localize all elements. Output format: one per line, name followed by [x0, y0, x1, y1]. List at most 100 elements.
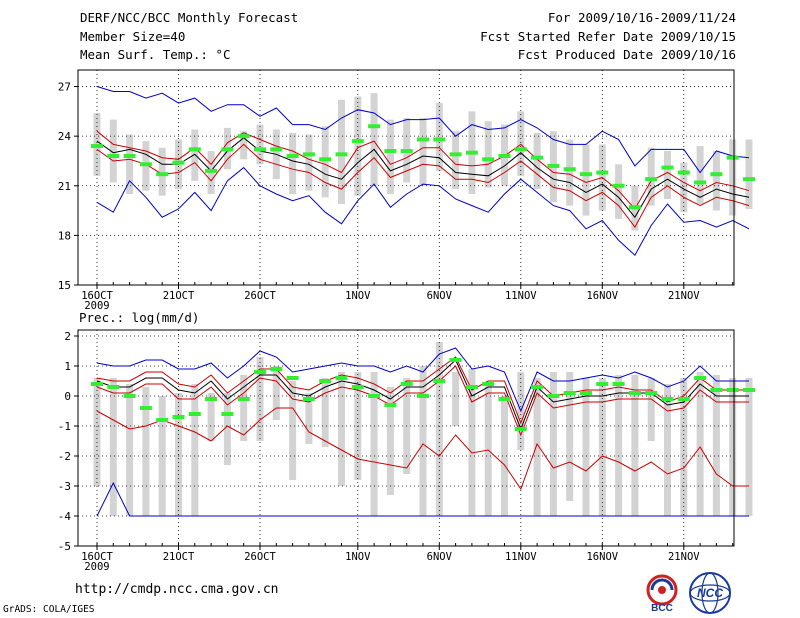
mean-marker: [270, 147, 283, 152]
range-bar: [142, 387, 150, 516]
x-tick-label: 16NOV: [586, 290, 618, 302]
series-lower-spread: [96, 365, 749, 437]
range-bar: [484, 121, 492, 188]
range-bar: [109, 378, 117, 516]
range-bar: [305, 393, 313, 444]
x-tick-label: 16OCT: [81, 551, 113, 563]
range-bar: [712, 151, 720, 211]
plot-frame: [77, 69, 735, 286]
range-bar: [419, 366, 427, 516]
mean-marker: [156, 172, 169, 177]
range-bar: [386, 119, 394, 195]
mean-marker: [91, 382, 103, 386]
mean-marker: [368, 124, 381, 129]
mean-marker: [514, 147, 527, 152]
mean-marker: [677, 397, 690, 401]
mean-marker: [172, 160, 185, 165]
x-tick-label: 26OCT: [244, 551, 276, 563]
range-bar: [338, 372, 345, 486]
x-tick-label: 11NOV: [505, 551, 537, 563]
mean-marker: [237, 397, 250, 401]
mean-marker: [237, 134, 250, 139]
mean-marker: [710, 172, 723, 177]
x-tick-label: 21NOV: [668, 551, 700, 563]
forecast-start-date: Fcst Started Refer Date 2009/10/15: [480, 29, 736, 44]
mean-marker: [514, 427, 527, 431]
mean-marker: [580, 391, 592, 395]
mean-marker: [205, 397, 218, 401]
mean-marker: [661, 397, 674, 401]
mean-marker: [123, 154, 136, 158]
mean-marker: [677, 170, 690, 175]
mean-marker: [628, 391, 641, 395]
range-bar: [305, 134, 313, 191]
mean-marker: [400, 382, 413, 386]
series-ensemble-min: [96, 166, 750, 256]
mean-marker: [335, 152, 348, 157]
mean-marker: [286, 154, 299, 158]
range-bar: [109, 119, 117, 183]
range-bar: [338, 99, 345, 204]
mean-marker: [254, 370, 266, 374]
mean-marker: [449, 358, 462, 362]
y-tick-label: 18: [58, 229, 71, 242]
range-bar: [452, 372, 460, 426]
range-bar: [240, 375, 248, 441]
mean-marker: [319, 379, 332, 383]
mean-marker: [465, 385, 478, 389]
mean-marker: [563, 391, 576, 395]
forecast-period: For 2009/10/16-2009/11/24: [547, 10, 736, 25]
mean-marker: [384, 149, 397, 154]
range-bar: [615, 164, 623, 219]
range-bar: [647, 378, 655, 441]
range-bar: [158, 147, 166, 196]
source-url[interactable]: http://cmdp.ncc.cma.gov.cn: [75, 582, 279, 597]
x-tick-label: 6NOV: [427, 290, 453, 302]
mean-marker: [596, 382, 609, 386]
mean-marker: [351, 385, 364, 389]
x-tick-label: 1NOV: [345, 290, 371, 302]
forecast-produced-date: Fcst Produced Date 2009/10/16: [517, 47, 736, 62]
range-bar: [191, 384, 199, 516]
mean-marker: [726, 388, 739, 392]
range-bar: [191, 129, 199, 181]
panel-title: Prec.: log(mm/d): [79, 310, 199, 325]
range-bar: [582, 378, 590, 516]
mean-marker: [254, 147, 266, 152]
ncc-logo: NCC: [689, 572, 731, 614]
range-bar: [680, 162, 688, 213]
y-tick-label: -1: [58, 420, 71, 433]
range-bar: [712, 375, 720, 516]
x-tick-label: 1NOV: [345, 551, 371, 563]
mean-marker: [417, 394, 429, 398]
y-tick-label: 15: [58, 279, 71, 292]
mean-marker: [645, 391, 658, 395]
series-spread-min: [96, 407, 749, 491]
mean-marker: [319, 157, 332, 162]
mean-marker: [482, 382, 495, 386]
mean-marker: [351, 139, 364, 144]
mean-marker: [710, 388, 723, 392]
range-bar: [321, 126, 329, 198]
y-tick-label: 1: [64, 360, 71, 373]
mean-marker: [726, 155, 739, 160]
plot-frame: [77, 329, 735, 547]
mean-marker: [498, 154, 511, 158]
x-year-label: 2009: [84, 300, 109, 312]
grads-credit: GrADS: COLA/IGES: [3, 604, 95, 615]
mean-marker: [384, 403, 397, 407]
mean-marker: [172, 415, 185, 419]
mean-marker: [123, 394, 136, 398]
bcc-logo: BCC: [646, 574, 678, 614]
y-tick-label: -4: [58, 510, 72, 523]
mean-marker: [547, 394, 560, 398]
range-bar: [435, 103, 443, 171]
range-bar: [664, 384, 671, 516]
mean-marker: [368, 394, 381, 398]
mean-marker: [743, 388, 755, 392]
mean-marker: [645, 177, 658, 182]
variable-label: Mean Surf. Temp.: °C: [80, 47, 231, 62]
range-bar: [615, 375, 623, 516]
mean-marker: [400, 149, 413, 154]
range-bar: [321, 378, 329, 447]
